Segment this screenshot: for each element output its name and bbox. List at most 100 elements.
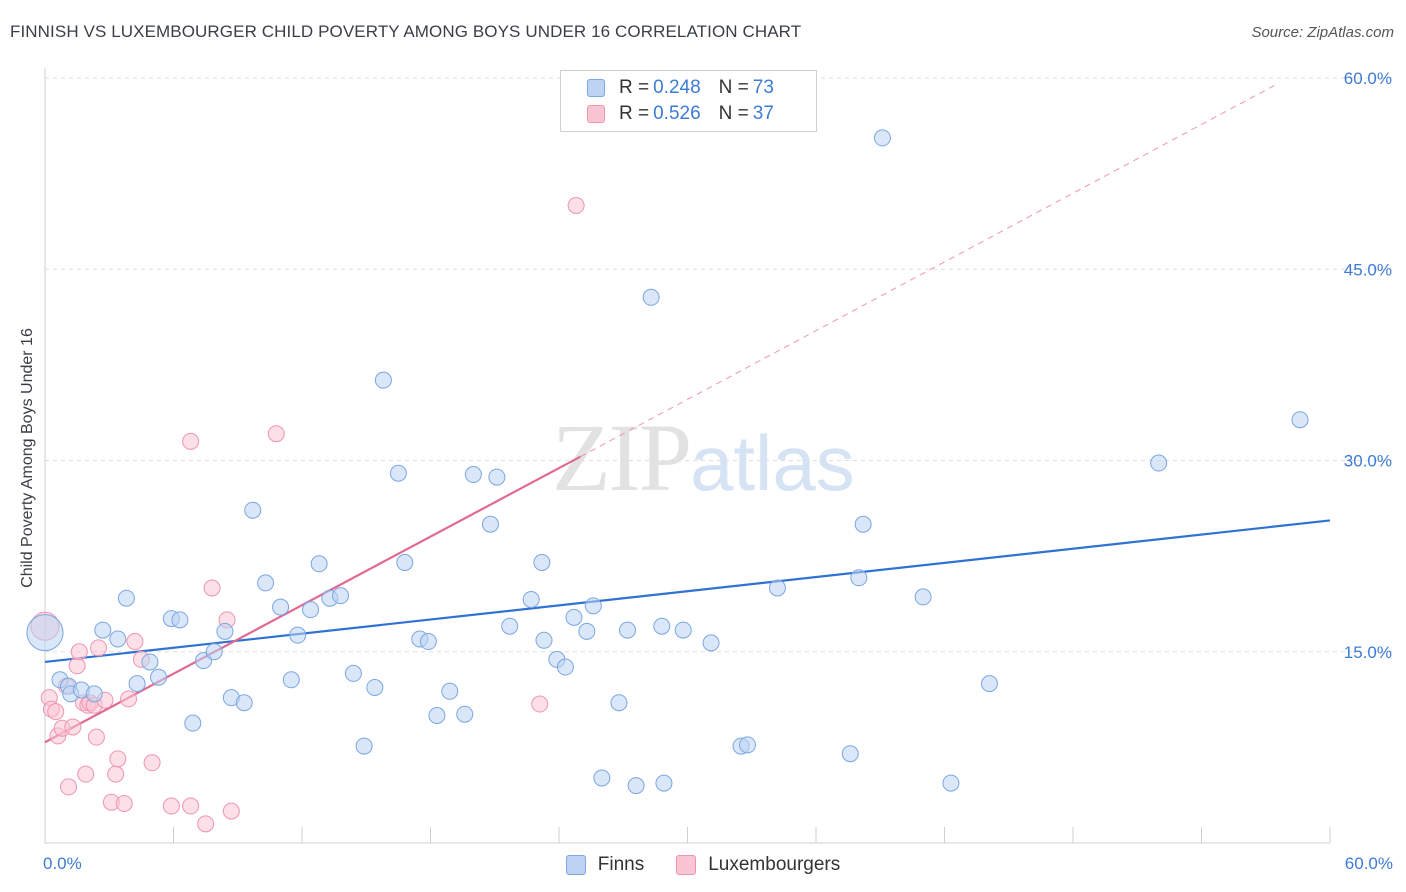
finns-point (456, 705, 474, 723)
finns-point (841, 745, 859, 763)
finns-point (619, 621, 637, 639)
lux-r-label: R = (619, 103, 650, 124)
finns-point (282, 671, 300, 689)
lux-n-value: 37 (752, 103, 774, 124)
finns-point (355, 737, 373, 755)
finns-point (522, 590, 540, 608)
finns-point (655, 774, 673, 792)
luxembourgers-point (77, 765, 95, 783)
finns-point (366, 678, 384, 696)
finns-point (310, 555, 328, 573)
finns-point (1150, 454, 1168, 472)
finns-point (428, 707, 446, 724)
stats-legend: R = 0.248 N = 73 R = 0.526 N = 37 (560, 70, 817, 132)
legend-lux-swatch (676, 855, 697, 875)
stats-row-finns: R = 0.248 N = 73 (587, 75, 778, 101)
finns-point (464, 466, 482, 484)
finns-point (914, 588, 932, 606)
finns-point (244, 501, 262, 519)
finns-point (702, 634, 720, 652)
finns-point (738, 736, 756, 754)
finns-swatch (587, 79, 605, 97)
luxembourgers-point (115, 794, 133, 812)
finns-point (171, 611, 189, 629)
y-tick-label: 60.0% (1344, 69, 1392, 88)
finns-n-value: 73 (752, 77, 774, 98)
y-tick-label: 30.0% (1344, 452, 1392, 471)
stats-row-luxembourgers: R = 0.526 N = 37 (587, 101, 778, 127)
finns-point (533, 554, 551, 571)
legend-lux-label: Luxembourgers (708, 854, 841, 875)
finns-point (216, 622, 234, 640)
source-label: Source: ZipAtlas.com (1251, 24, 1394, 41)
finns-point (344, 664, 362, 682)
luxembourgers-point (68, 657, 86, 675)
luxembourgers-point (109, 750, 127, 768)
finns-point (205, 643, 223, 661)
finns-point (535, 631, 553, 649)
lux-r-value: 0.526 (653, 103, 701, 124)
watermark-atlas: atlas (690, 419, 855, 507)
luxembourgers-point (107, 765, 125, 783)
finns-point (272, 598, 290, 616)
finns-point (578, 622, 596, 640)
finns-point (235, 694, 253, 712)
luxembourgers-point (182, 797, 200, 815)
finns-point (94, 621, 112, 639)
luxembourgers-point (126, 633, 144, 651)
finns-point (257, 574, 275, 592)
luxembourgers-point (567, 197, 585, 214)
finns-point (150, 668, 168, 686)
luxembourgers-point (70, 643, 88, 661)
series-legend: Finns Luxembourgers (0, 851, 1406, 879)
finns-point (85, 685, 103, 703)
luxembourgers-point (64, 718, 82, 736)
finns-point (481, 515, 499, 533)
finns-point (584, 597, 602, 615)
finns-point (980, 675, 998, 693)
luxembourgers-point (203, 579, 221, 597)
y-tick-label: 45.0% (1344, 260, 1392, 279)
finns-point (396, 554, 414, 571)
finns-r-value: 0.248 (653, 77, 701, 98)
finns-point (1291, 411, 1309, 429)
finns-point (674, 621, 692, 639)
finns-point (109, 630, 127, 648)
finns-point (488, 468, 506, 486)
legend-finns-swatch (565, 855, 586, 875)
luxembourgers-point (143, 754, 161, 772)
luxembourgers-point (197, 815, 215, 833)
legend-finns-label: Finns (597, 854, 645, 875)
finns-n-label: N = (718, 77, 749, 98)
y-tick-label: 15.0% (1344, 643, 1392, 662)
finns-point (556, 658, 574, 676)
finns-point (332, 587, 350, 605)
finns-point (627, 777, 645, 795)
watermark-zip: ZIP (552, 404, 692, 511)
finns-point (850, 569, 868, 587)
lux-n-label: N = (718, 103, 749, 124)
luxembourgers-swatch (587, 105, 605, 123)
legend-item-finns[interactable]: Finns (565, 854, 645, 876)
finns-point (565, 608, 583, 626)
legend-item-luxembourgers[interactable]: Luxembourgers (676, 854, 840, 876)
luxembourgers-trend-extension (580, 83, 1277, 458)
finns-point (653, 617, 671, 635)
finns-point (141, 653, 159, 671)
luxembourgers-point (182, 432, 200, 450)
luxembourgers-point (531, 695, 549, 713)
x-tick-label: 60.0% (1345, 854, 1393, 873)
watermark: ZIPatlas (552, 402, 855, 513)
finns-point (642, 288, 660, 306)
chart-title: FINNISH VS LUXEMBOURGER CHILD POVERTY AM… (10, 22, 802, 41)
finns-point (501, 617, 519, 635)
finns-trend-line (44, 519, 1331, 664)
luxembourgers-point (120, 690, 138, 708)
finns-point (26, 614, 64, 652)
finns-point (441, 682, 459, 700)
finns-point (374, 371, 392, 389)
finns-point (610, 694, 628, 712)
finns-point (854, 515, 872, 533)
finns-point (117, 589, 135, 607)
